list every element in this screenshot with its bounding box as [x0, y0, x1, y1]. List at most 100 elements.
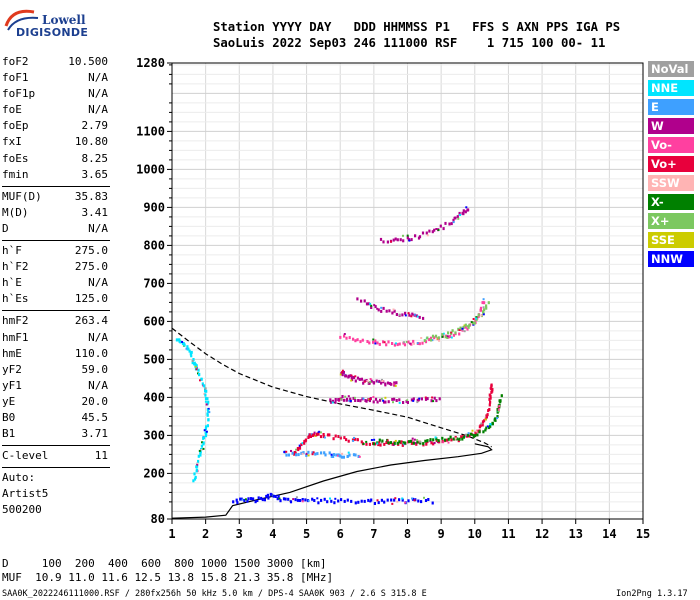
echo-point	[204, 387, 207, 390]
echo-point	[416, 439, 419, 442]
muf-footer: D 100 200 400 600 800 1000 1500 3000 [km…	[2, 557, 333, 585]
echo-point	[362, 397, 365, 400]
echo-point	[491, 422, 494, 426]
echo-point	[446, 438, 449, 442]
header-line-2: SaoLuis 2022 Sep03 246 111000 RSF 1 715 …	[213, 36, 606, 50]
echo-point	[466, 327, 469, 331]
lowell-digisonde-logo: Lowell DIGISONDE	[4, 4, 114, 44]
echo-point	[295, 448, 298, 451]
echo-point	[204, 400, 207, 403]
echo-point	[284, 497, 287, 501]
echo-point	[317, 501, 320, 505]
echo-point	[401, 498, 404, 502]
echo-point	[357, 500, 360, 504]
param-key: h`F2	[2, 260, 29, 274]
echo-point	[441, 333, 444, 337]
echo-point	[471, 429, 474, 432]
echo-point	[257, 496, 260, 500]
echo-point	[391, 311, 394, 315]
echo-point	[380, 397, 383, 400]
echo-point	[239, 497, 242, 501]
echo-point	[496, 408, 499, 411]
echo-point	[276, 497, 279, 501]
param-row: yF1 N/A	[2, 379, 110, 395]
echo-point	[465, 206, 468, 209]
echo-point	[366, 340, 369, 343]
echo-point	[185, 347, 188, 350]
echo-point	[449, 435, 452, 439]
echo-point	[392, 308, 395, 311]
echo-point	[203, 429, 206, 432]
echo-point	[479, 424, 482, 428]
echo-point	[307, 454, 310, 457]
echo-point	[476, 433, 479, 437]
echo-point	[246, 499, 249, 503]
echo-point	[204, 434, 208, 438]
param-row: foEp 2.79	[2, 119, 110, 135]
chart-axes: 1 2 3 4 5 6 7 8 9 10 11 12 13 14 158020030040050060070…	[136, 56, 650, 541]
param-value: N/A	[88, 71, 108, 85]
param-key: yF2	[2, 362, 22, 376]
echo-point	[418, 342, 421, 346]
echo-point	[334, 398, 337, 401]
echo-point	[431, 334, 435, 338]
echo-point	[305, 452, 308, 455]
echo-point	[423, 496, 425, 499]
echo-point	[453, 216, 456, 219]
echo-point	[412, 441, 415, 445]
echo-point	[359, 340, 362, 344]
param-value: 3.41	[81, 205, 109, 219]
auto-line1: Auto:	[2, 471, 36, 485]
echo-point	[413, 499, 416, 502]
echo-point	[398, 398, 401, 402]
echo-point	[302, 451, 305, 455]
param-key: C-level	[2, 449, 49, 463]
echo-point	[204, 397, 208, 401]
param-row: h`F2 275.0	[2, 260, 110, 276]
echo-point	[292, 498, 295, 501]
echo-point	[481, 301, 484, 305]
echo-point	[418, 397, 421, 400]
echo-point	[263, 498, 266, 502]
echo-point	[406, 234, 409, 237]
echo-point	[497, 408, 500, 411]
muf-dashed-curve	[171, 327, 492, 448]
echo-point	[272, 494, 275, 498]
echo-point	[488, 408, 491, 411]
echo-point	[391, 397, 394, 401]
echo-point	[199, 453, 202, 457]
echo-point	[382, 340, 385, 344]
echo-point	[450, 222, 453, 226]
echo-point	[416, 342, 419, 345]
echo-point	[197, 454, 200, 458]
echo-point	[249, 497, 253, 501]
param-value: 35.83	[74, 189, 108, 203]
echo-point	[499, 399, 502, 403]
echo-point	[313, 431, 316, 434]
version-info: Ion2Png 1.3.17	[616, 589, 688, 599]
echo-point	[191, 361, 194, 365]
echo-point	[341, 452, 344, 455]
echo-point	[330, 401, 333, 404]
echo-point	[376, 499, 379, 502]
echo-point	[462, 209, 465, 213]
echo-point	[179, 340, 182, 344]
echo-point	[422, 442, 425, 446]
chart-points	[175, 206, 503, 505]
echo-point	[430, 338, 433, 342]
echo-point	[462, 325, 465, 329]
param-value: 2.79	[81, 119, 109, 133]
echo-point	[341, 395, 344, 398]
echo-point	[475, 317, 478, 320]
echo-point	[347, 374, 350, 378]
echo-point	[485, 304, 488, 308]
echo-point	[387, 400, 390, 404]
echo-point	[372, 396, 375, 398]
echo-point	[353, 436, 355, 439]
echo-point	[437, 229, 440, 231]
echo-point	[295, 453, 298, 457]
echo-point	[326, 500, 329, 504]
echo-point	[432, 400, 435, 403]
x-tick-label: 11	[501, 527, 515, 541]
echo-point	[200, 377, 203, 381]
